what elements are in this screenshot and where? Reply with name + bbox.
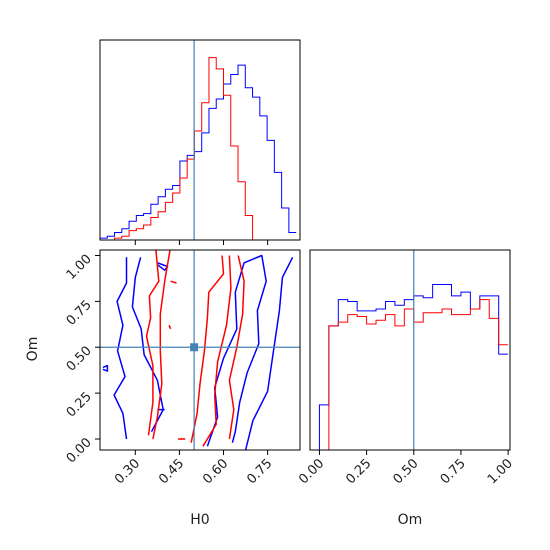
- joint-ytick-label: 1.00: [64, 252, 95, 283]
- h0-hist-frame: [99, 39, 301, 241]
- chart_data.2.x_ticks-xtick-label: 0.75: [244, 456, 275, 487]
- om-histogram-panel: 0.00 0.25 0.50 0.75 1.00: [296, 249, 516, 487]
- chart_data.2.x_ticks-xtick-label: 0.45: [156, 456, 187, 487]
- truth-marker: [190, 343, 199, 352]
- joint-ytick-label: 0.50: [64, 343, 95, 374]
- joint-ytick-label: 0.75: [64, 298, 95, 329]
- h0-hist-blue: [99, 64, 297, 240]
- chart_data.2.x_ticks-xtick-label: 0.60: [200, 456, 231, 487]
- om-hist-red: [310, 299, 509, 451]
- om-hist-blue: [310, 284, 509, 451]
- joint-ytick-label: 0.00: [64, 435, 95, 466]
- om-hist-frame: [309, 249, 511, 451]
- contour-blue-0: [131, 257, 164, 433]
- contour-blue-2: [206, 254, 267, 447]
- joint-frame: [99, 249, 301, 451]
- contour-red-6: [168, 324, 172, 330]
- h0-histogram-panel: [99, 39, 301, 245]
- chart_data.1.x_ticks-xtick-label: 0.75: [438, 456, 469, 487]
- contour-red-0: [145, 250, 160, 436]
- contour-blue-1: [113, 257, 128, 440]
- chart_data.1.x_ticks-xtick-label: 0.25: [343, 456, 374, 487]
- contour-blue-3: [244, 256, 294, 450]
- joint-contours: [102, 250, 294, 450]
- om-axis-label: Om: [398, 512, 423, 528]
- h0-axis-label: H0: [190, 512, 209, 528]
- chart_data.1.x_ticks-xtick-label: 0.50: [391, 456, 422, 487]
- chart_data.2.x_ticks-xtick-label: 0.30: [112, 456, 143, 487]
- om-joint-axis-label: Om: [25, 337, 41, 362]
- chart_data.1.x_ticks-xtick-label: 0.00: [296, 456, 327, 487]
- contour-red-5: [170, 280, 177, 284]
- h0-om-contour-panel: 0.30 0.45 0.60 0.75 0.00 0.25 0.50 0.75 1.00: [64, 249, 301, 487]
- joint-ytick-label: 0.25: [64, 389, 95, 420]
- contour-red-3: [202, 255, 232, 447]
- contour-blue-4: [102, 364, 109, 372]
- contour-red-2: [190, 255, 225, 443]
- h0-hist-red: [100, 57, 297, 241]
- contour-red-1: [152, 250, 171, 440]
- chart_data.1.x_ticks-xtick-label: 1.00: [485, 456, 516, 487]
